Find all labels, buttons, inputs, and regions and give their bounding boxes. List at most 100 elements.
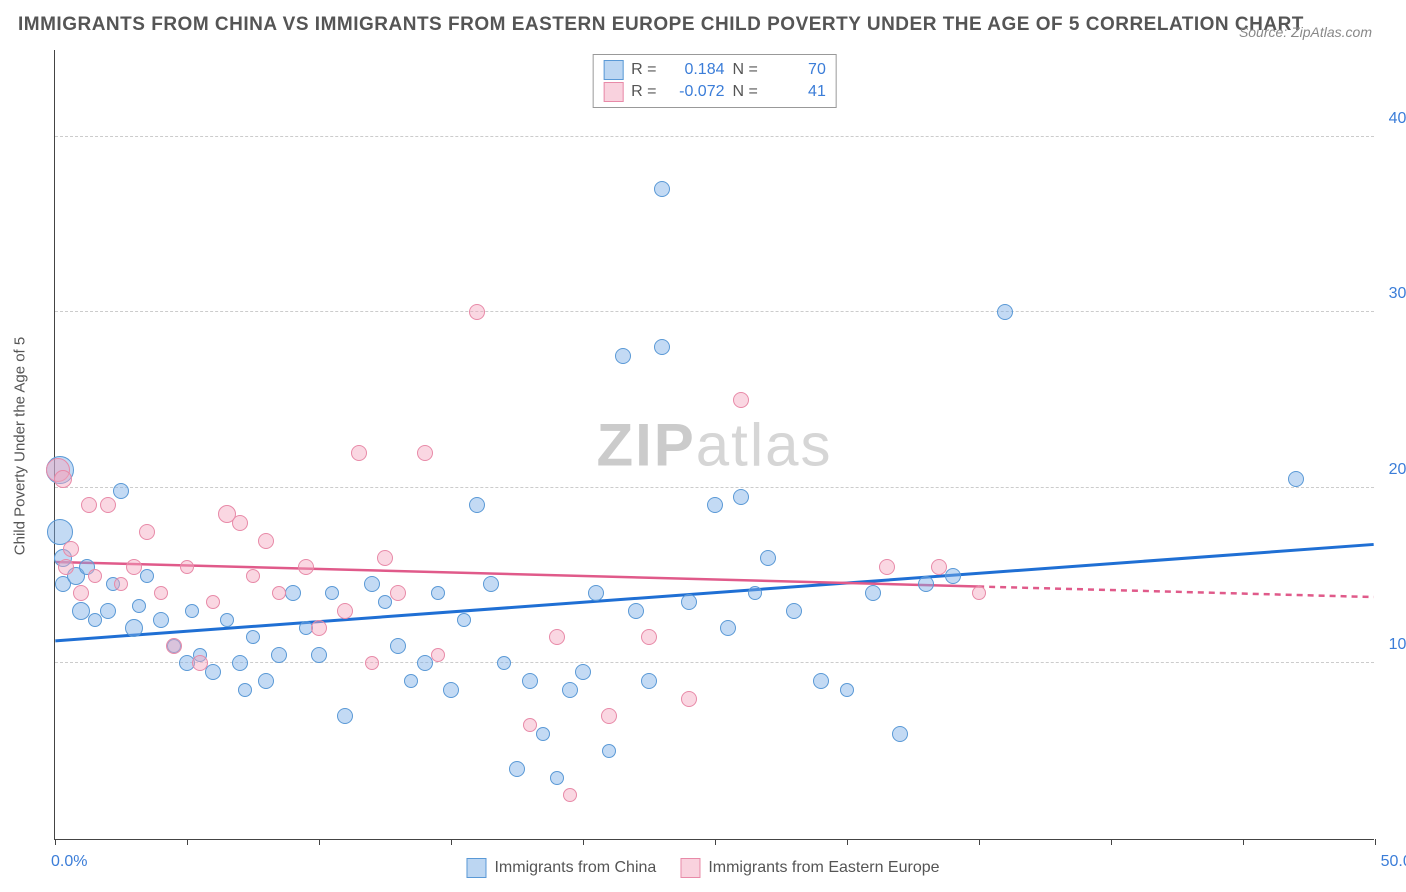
scatter-point (588, 585, 604, 601)
scatter-point (469, 304, 485, 320)
scatter-point (311, 620, 327, 636)
scatter-point (126, 559, 142, 575)
scatter-point (378, 595, 392, 609)
watermark-text: ZIPatlas (596, 410, 832, 479)
scatter-point (404, 674, 418, 688)
swatch-blue-icon (603, 60, 623, 80)
y-tick-label: 30.0% (1379, 285, 1406, 303)
scatter-point (681, 594, 697, 610)
scatter-point (364, 576, 380, 592)
scatter-point (945, 568, 961, 584)
legend-top-row-1: R = 0.184 N = 70 (603, 59, 826, 81)
scatter-point (641, 629, 657, 645)
scatter-point (509, 761, 525, 777)
scatter-point (153, 612, 169, 628)
scatter-point (337, 708, 353, 724)
gridline (55, 662, 1374, 663)
scatter-point (246, 630, 260, 644)
legend-bottom: Immigrants from China Immigrants from Ea… (466, 858, 939, 878)
scatter-point (185, 604, 199, 618)
scatter-point (88, 613, 102, 627)
chart-plot-area: ZIPatlas R = 0.184 N = 70 R = -0.072 N =… (54, 50, 1374, 840)
y-tick-label: 40.0% (1379, 110, 1406, 128)
scatter-point (88, 569, 102, 583)
scatter-point (997, 304, 1013, 320)
scatter-point (390, 585, 406, 601)
gridline (55, 487, 1374, 488)
scatter-point (601, 708, 617, 724)
legend-top: R = 0.184 N = 70 R = -0.072 N = 41 (592, 54, 837, 108)
scatter-point (298, 559, 314, 575)
y-tick-label: 10.0% (1379, 636, 1406, 654)
scatter-point (457, 613, 471, 627)
scatter-point (132, 599, 146, 613)
scatter-point (654, 181, 670, 197)
scatter-point (760, 550, 776, 566)
watermark-light: atlas (696, 411, 833, 478)
x-tick (583, 839, 584, 845)
scatter-point (139, 524, 155, 540)
x-tick (319, 839, 320, 845)
gridline (55, 136, 1374, 137)
n-value-1: 70 (766, 59, 826, 81)
x-tick (55, 839, 56, 845)
scatter-point (879, 559, 895, 575)
scatter-point (192, 655, 208, 671)
scatter-point (483, 576, 499, 592)
scatter-point (892, 726, 908, 742)
scatter-point (206, 595, 220, 609)
scatter-point (550, 771, 564, 785)
swatch-pink-icon (680, 858, 700, 878)
scatter-point (707, 497, 723, 513)
scatter-point (575, 664, 591, 680)
scatter-point (390, 638, 406, 654)
scatter-point (258, 533, 274, 549)
scatter-point (154, 586, 168, 600)
legend-bottom-item-1: Immigrants from China (466, 858, 656, 878)
scatter-point (641, 673, 657, 689)
gridline (55, 311, 1374, 312)
r-value-1: 0.184 (665, 59, 725, 81)
scatter-point (271, 647, 287, 663)
scatter-point (58, 559, 74, 575)
swatch-blue-icon (466, 858, 486, 878)
scatter-point (325, 586, 339, 600)
scatter-point (497, 656, 511, 670)
y-axis-label: Child Poverty Under the Age of 5 (12, 337, 29, 555)
scatter-point (786, 603, 802, 619)
scatter-point (840, 683, 854, 697)
scatter-point (865, 585, 881, 601)
scatter-point (63, 541, 79, 557)
scatter-point (628, 603, 644, 619)
scatter-point (562, 682, 578, 698)
trend-lines-svg (55, 50, 1374, 839)
scatter-point (549, 629, 565, 645)
scatter-point (258, 673, 274, 689)
n-value-2: 41 (766, 81, 826, 103)
scatter-point (125, 619, 143, 637)
chart-title: IMMIGRANTS FROM CHINA VS IMMIGRANTS FROM… (18, 14, 1304, 36)
scatter-point (272, 586, 286, 600)
scatter-point (681, 691, 697, 707)
scatter-point (720, 620, 736, 636)
scatter-point (469, 497, 485, 513)
n-label: N = (733, 81, 758, 103)
r-value-2: -0.072 (665, 81, 725, 103)
scatter-point (523, 718, 537, 732)
x-tick (187, 839, 188, 845)
scatter-point (54, 470, 72, 488)
scatter-point (733, 489, 749, 505)
x-tick (847, 839, 848, 845)
scatter-point (166, 638, 182, 654)
scatter-point (733, 392, 749, 408)
scatter-point (73, 585, 89, 601)
r-label: R = (631, 81, 656, 103)
scatter-point (918, 576, 934, 592)
scatter-point (443, 682, 459, 698)
legend-series-1-label: Immigrants from China (494, 859, 656, 877)
scatter-point (311, 647, 327, 663)
scatter-point (113, 483, 129, 499)
scatter-point (232, 515, 248, 531)
scatter-point (100, 603, 116, 619)
legend-bottom-item-2: Immigrants from Eastern Europe (680, 858, 939, 878)
